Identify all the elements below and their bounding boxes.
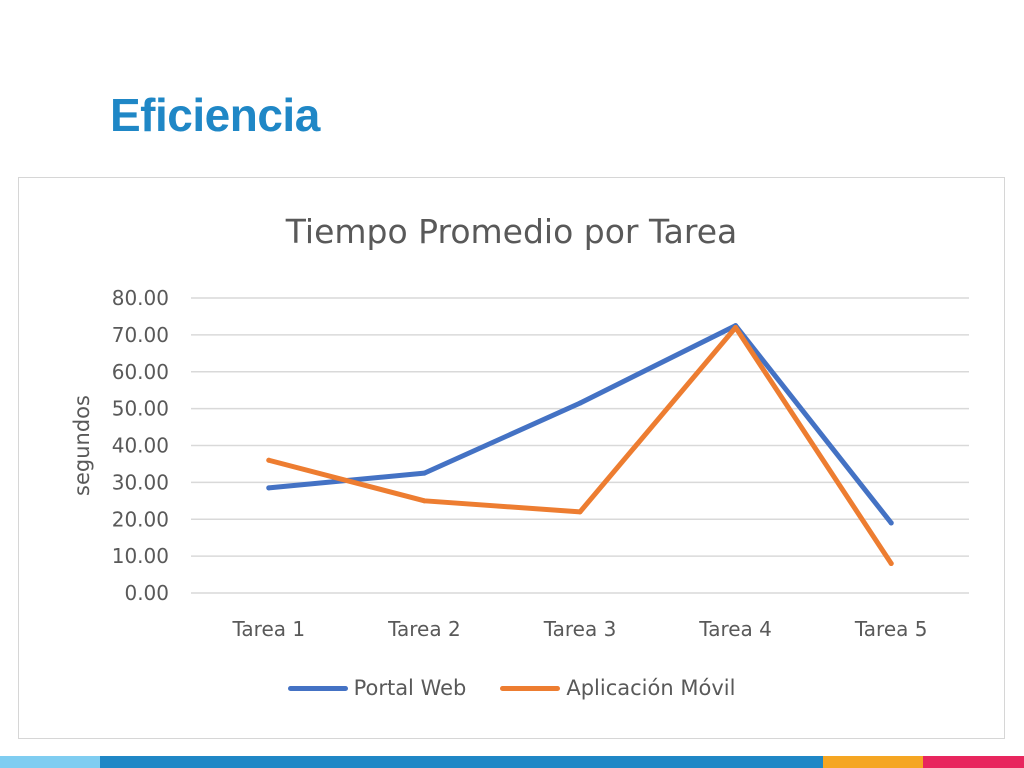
y-tick-label: 70.00 <box>112 323 169 347</box>
x-tick-label: Tarea 2 <box>387 617 461 641</box>
legend-label: Aplicación Móvil <box>566 676 736 700</box>
line-chart: 0.00 10.00 20.00 30.00 40.00 50.00 60.00 70.00 8… <box>70 286 969 641</box>
chart-legend: Portal Web Aplicación Móvil <box>19 676 1004 700</box>
data-point <box>266 457 272 463</box>
data-point <box>577 509 583 515</box>
data-point <box>266 485 272 491</box>
chart-title: Tiempo Promedio por Tarea <box>285 212 738 251</box>
legend-item: Aplicación Móvil <box>500 676 735 700</box>
y-tick-label: 20.00 <box>112 507 169 531</box>
y-tick-label: 80.00 <box>112 286 169 310</box>
slide-title: Eficiencia <box>110 89 320 141</box>
y-tick-label: 60.00 <box>112 360 169 384</box>
chart-container: 0.00 10.00 20.00 30.00 40.00 50.00 60.00 70.00 8… <box>18 177 1005 739</box>
bottom-bar-segment <box>100 756 823 768</box>
legend-swatch <box>500 685 561 691</box>
legend-swatch <box>287 685 348 691</box>
x-tick-label: Tarea 4 <box>698 617 772 641</box>
x-tick-label: Tarea 3 <box>543 617 617 641</box>
data-point <box>888 520 894 526</box>
data-point <box>733 325 739 330</box>
y-tick-label: 0.00 <box>124 581 169 605</box>
y-tick-label: 30.00 <box>112 470 169 494</box>
bottom-bar-segment <box>0 756 100 768</box>
data-point <box>577 400 583 406</box>
bottom-bar-segment <box>923 756 1024 768</box>
data-point <box>421 470 427 476</box>
data-point <box>888 561 894 566</box>
y-tick-label: 10.00 <box>112 544 169 568</box>
legend-label: Portal Web <box>353 676 467 700</box>
y-tick-label: 40.00 <box>112 434 169 458</box>
x-tick-label: Tarea 5 <box>854 617 928 641</box>
legend-item: Portal Web <box>287 676 467 700</box>
y-tick-label: 50.00 <box>112 397 169 421</box>
bottom-bar-segment <box>823 756 923 768</box>
y-axis-label: segundos <box>70 395 94 496</box>
data-point <box>421 498 427 504</box>
x-tick-label: Tarea 1 <box>232 617 306 641</box>
